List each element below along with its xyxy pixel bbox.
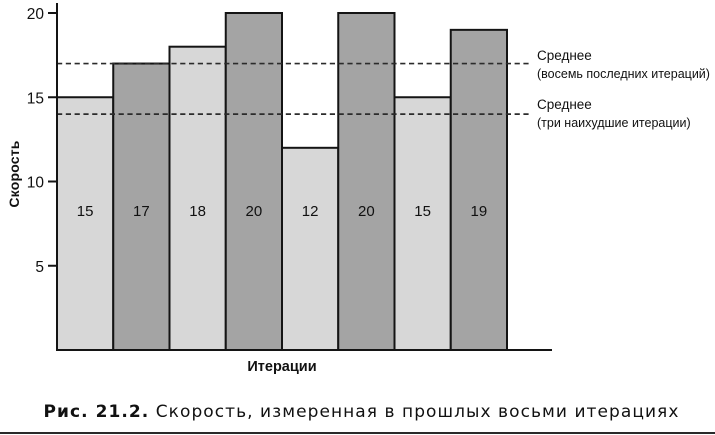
velocity-bar-chart: 15 17 18 20 12 20 15 19 5 10 15 20 Скорость Итераци… — [6, 3, 710, 375]
reference-line-label-sub: (три наихудшие итерации) — [537, 116, 691, 130]
bar-value-label-1: 15 — [77, 203, 94, 220]
reference-line-label-main: Среднее — [537, 97, 592, 112]
figure-number: Рис. 21.2. — [43, 402, 150, 422]
bar-value-label-6: 20 — [358, 203, 375, 220]
bar-value-label-4: 20 — [246, 203, 263, 220]
y-axis-title: Скорость — [6, 140, 22, 208]
page-divider-rule — [0, 431, 715, 434]
x-axis-title: Итерации — [247, 359, 317, 375]
bar-iteration-5 — [281, 146, 340, 351]
bar-value-label-3: 18 — [189, 203, 206, 220]
y-tick-label-5: 5 — [35, 259, 44, 276]
bar-iteration-8 — [449, 28, 508, 351]
reference-line-label-sub: (восемь последних итераций) — [537, 67, 710, 81]
figure-caption-text: Скорость, измеренная в прошлых восьми ит… — [155, 402, 680, 422]
bar-iteration-7 — [393, 96, 452, 351]
bar-iteration-1 — [56, 96, 115, 351]
bar-value-label-8: 19 — [471, 203, 488, 220]
bar-value-label-7: 15 — [414, 203, 431, 220]
bar-iteration-3 — [168, 45, 227, 351]
bar-iteration-6 — [337, 12, 396, 351]
bar-value-label-5: 12 — [302, 203, 319, 220]
reference-line-label-average-three-worst: Среднее (три наихудшие итерации) — [537, 95, 691, 133]
bar-iteration-2 — [112, 62, 171, 352]
reference-line-label-average-eight: Среднее (восемь последних итераций) — [537, 46, 710, 84]
figure-caption: Рис. 21.2. Скорость, измеренная в прошлы… — [4, 402, 715, 422]
reference-line-label-main: Среднее — [537, 48, 592, 63]
chart-canvas: 15 17 18 20 12 20 15 19 5 10 15 20 — [27, 3, 552, 352]
y-tick-label-10: 10 — [27, 175, 45, 192]
y-tick-label-20: 20 — [27, 6, 45, 23]
y-tick-label-15: 15 — [27, 90, 44, 107]
bar-value-label-2: 17 — [133, 203, 150, 220]
